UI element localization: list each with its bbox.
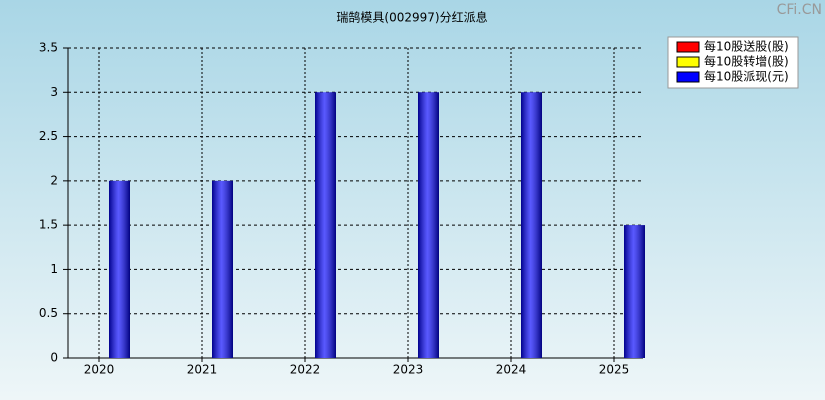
y-tick-label: 0.5 xyxy=(39,306,58,320)
legend-label: 每10股转增(股) xyxy=(704,54,789,69)
bar-shade xyxy=(521,92,542,359)
y-tick-label: 0 xyxy=(50,351,58,365)
x-tick-label: 2020 xyxy=(84,363,115,377)
bar-shade xyxy=(418,92,439,359)
x-tick-label: 2023 xyxy=(393,363,424,377)
legend-swatch xyxy=(676,41,700,53)
bar-shade xyxy=(315,92,336,359)
y-tick-label: 1.5 xyxy=(39,218,58,232)
y-tick-label: 3.5 xyxy=(39,41,58,55)
y-tick-label: 1 xyxy=(50,262,58,276)
bar-shade xyxy=(109,180,130,358)
chart-title: 瑞鹄模具(002997)分红派息 xyxy=(336,10,487,25)
bar-shade xyxy=(624,225,645,358)
x-tick-label: 2025 xyxy=(599,363,630,377)
bar-shade xyxy=(212,180,233,358)
legend-swatch xyxy=(676,56,700,68)
x-tick-label: 2021 xyxy=(187,363,218,377)
x-tick-label: 2022 xyxy=(290,363,321,377)
y-tick-label: 3 xyxy=(50,85,58,99)
legend-label: 每10股派现(元) xyxy=(704,69,789,84)
legend-swatch xyxy=(676,71,700,83)
y-tick-label: 2.5 xyxy=(39,129,58,143)
x-tick-label: 2024 xyxy=(496,363,527,377)
watermark: CFi.CN xyxy=(777,2,822,18)
legend-label: 每10股送股(股) xyxy=(704,39,789,54)
y-tick-label: 2 xyxy=(50,173,58,187)
